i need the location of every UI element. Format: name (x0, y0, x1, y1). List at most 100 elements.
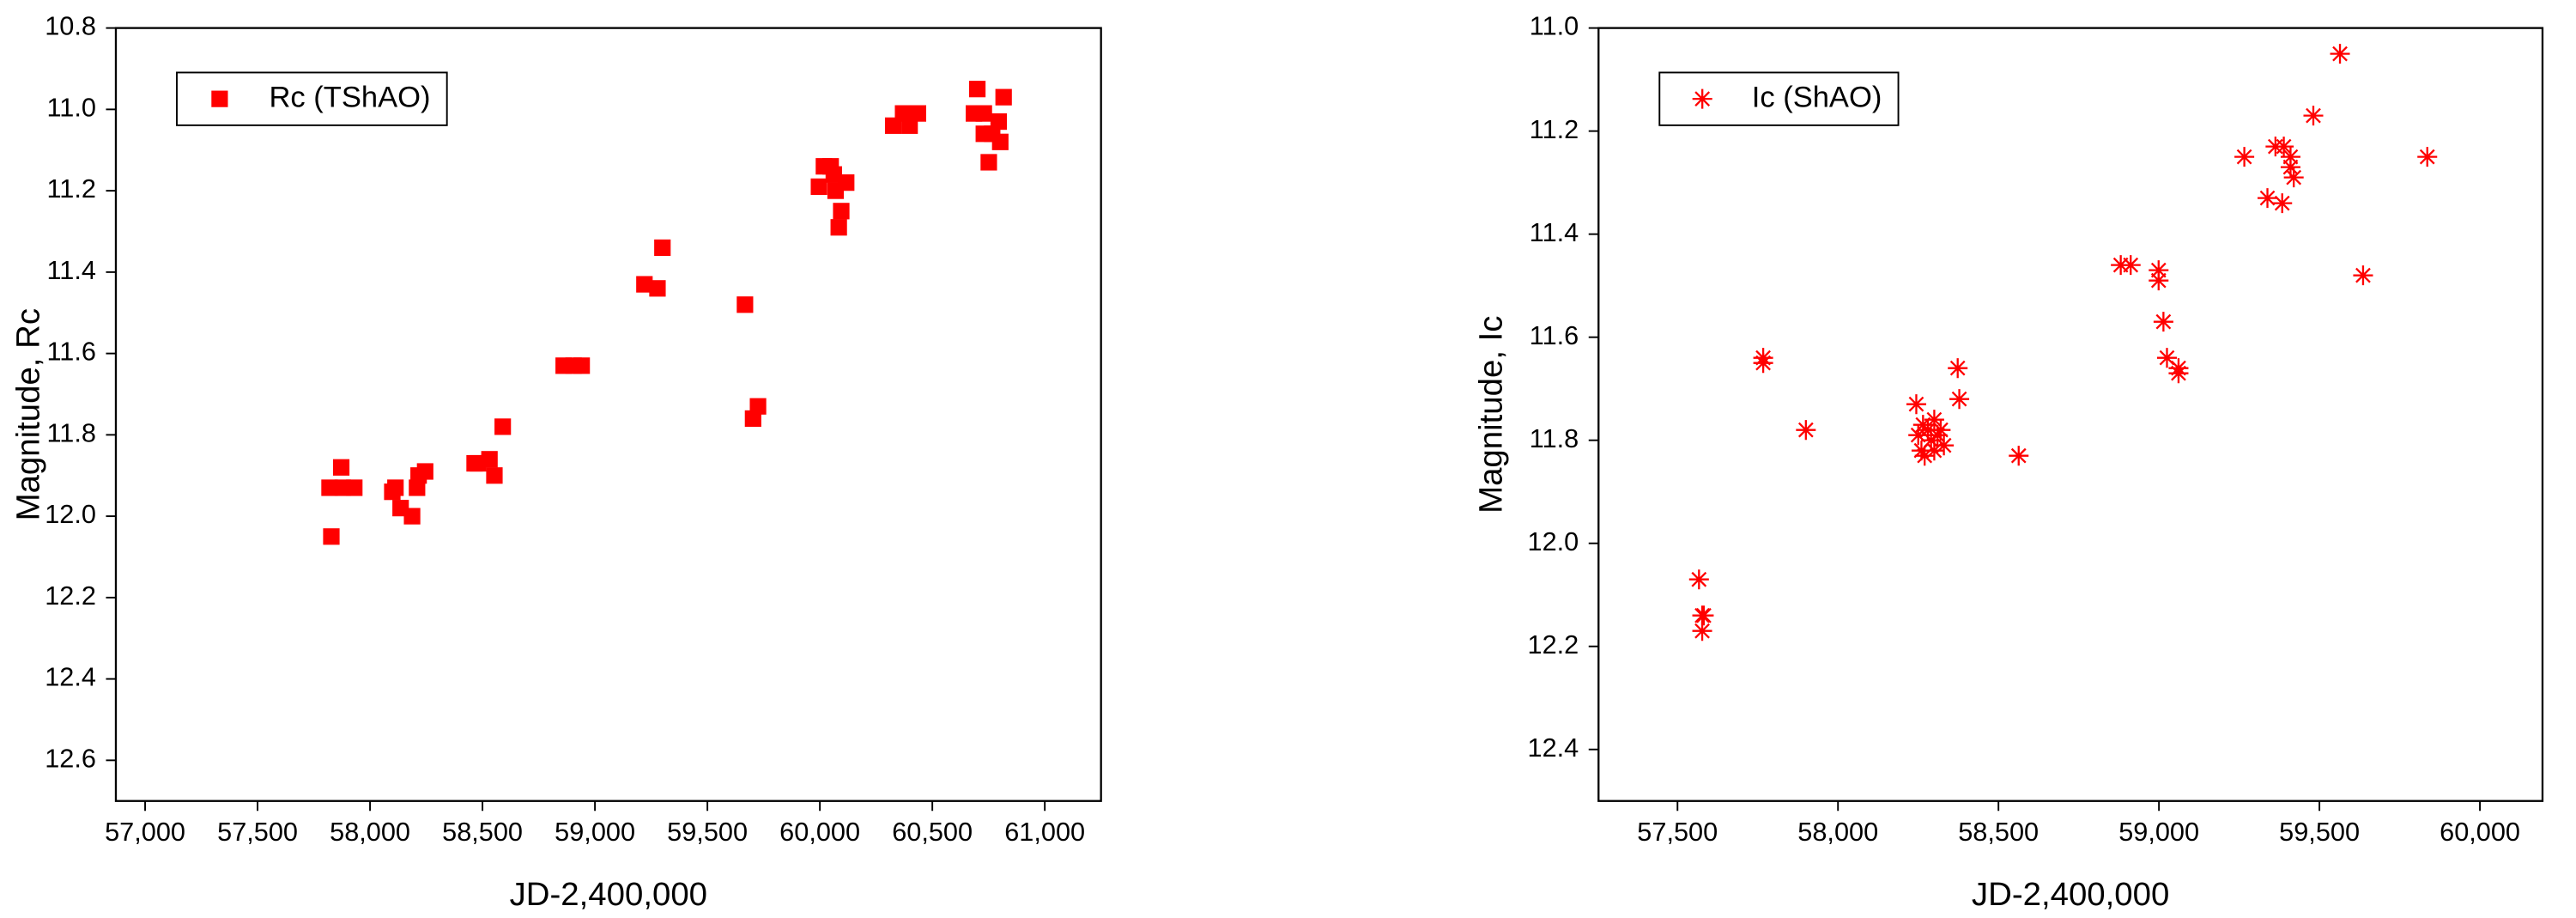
data-point (1914, 446, 1935, 466)
data-point (830, 219, 847, 236)
x-tick-label: 57,500 (1637, 817, 1718, 847)
y-tick-label: 11.8 (46, 417, 95, 447)
x-tick-label: 58,500 (442, 817, 523, 847)
data-point (2330, 44, 2350, 64)
data-point (416, 463, 433, 480)
x-tick-label: 59,000 (555, 817, 635, 847)
data-point (2258, 188, 2278, 209)
data-point (486, 467, 503, 484)
data-point (1912, 415, 1933, 435)
data-point (403, 508, 421, 525)
data-point (2417, 147, 2438, 167)
data-point (494, 418, 512, 435)
y-tick-label: 10.8 (45, 11, 96, 41)
data-point (1796, 420, 1816, 441)
data-point (825, 166, 842, 183)
y-axis-title: Magnitude, Rc (9, 308, 46, 520)
data-point (654, 239, 671, 257)
y-tick-label: 11.2 (1530, 114, 1579, 144)
x-tick-label: 61,000 (1004, 817, 1085, 847)
data-point (990, 112, 1008, 131)
x-tick-label: 58,000 (330, 817, 410, 847)
y-tick-label: 12.4 (45, 662, 96, 692)
data-point (387, 479, 404, 496)
x-tick-label: 60,000 (779, 817, 860, 847)
data-point (909, 105, 926, 122)
legend-label: Ic (ShAO) (1752, 81, 1882, 113)
x-tick-label: 59,500 (667, 817, 748, 847)
data-point (1908, 425, 1929, 446)
data-point (2283, 167, 2304, 188)
x-tick-label: 57,500 (217, 817, 298, 847)
data-point (481, 451, 498, 468)
data-point (2280, 147, 2300, 167)
data-point (2111, 255, 2131, 276)
x-tick-label: 60,500 (892, 817, 973, 847)
data-point (2234, 147, 2255, 167)
data-point (810, 178, 827, 195)
data-point (321, 479, 338, 496)
data-point (1934, 435, 1955, 456)
data-point (1692, 621, 1712, 641)
data-point (2009, 446, 2029, 466)
data-point (2153, 312, 2173, 332)
legend: Rc (TShAO) (176, 71, 448, 126)
data-point (323, 528, 340, 545)
data-point (636, 276, 653, 293)
y-tick-label: 11.6 (46, 337, 95, 367)
plot-frame (1597, 27, 2544, 802)
y-tick-label: 11.6 (1530, 320, 1579, 350)
legend-marker (1692, 88, 1712, 109)
data-point (991, 133, 1009, 150)
y-tick-label: 12.0 (45, 499, 96, 529)
y-tick-label: 11.2 (46, 173, 95, 204)
data-point (1949, 389, 1970, 410)
x-tick-label: 60,000 (2440, 817, 2520, 847)
data-point (736, 296, 754, 313)
data-point (2149, 271, 2169, 291)
data-point (1688, 569, 1709, 590)
data-point (980, 154, 997, 171)
data-point (749, 398, 767, 415)
data-point (968, 81, 986, 98)
data-point (1924, 441, 1944, 461)
x-tick-label: 57,000 (105, 817, 185, 847)
y-tick-label: 12.2 (45, 581, 96, 611)
y-tick-label: 12.2 (1528, 629, 1579, 660)
data-point (573, 357, 591, 374)
data-point (975, 105, 992, 122)
legend-marker (211, 90, 228, 107)
data-point (2280, 157, 2300, 178)
data-point (1694, 605, 1714, 626)
data-point (2303, 106, 2324, 126)
x-axis-title: JD-2,400,000 (510, 876, 707, 913)
data-point (2272, 193, 2293, 214)
data-point (833, 203, 850, 220)
data-point (1906, 394, 1926, 415)
legend: Ic (ShAO) (1658, 71, 1900, 126)
plot-frame (114, 27, 1102, 802)
data-point (2353, 265, 2373, 286)
data-point (2156, 348, 2178, 368)
x-tick-label: 59,500 (2279, 817, 2360, 847)
y-axis-title: Magnitude, Ic (1473, 315, 1510, 513)
y-tick-label: 11.4 (1530, 217, 1579, 247)
data-point (1911, 441, 1931, 461)
data-point (2274, 137, 2294, 157)
y-tick-label: 12.4 (1528, 733, 1579, 763)
data-point (2149, 260, 2169, 281)
data-point (2168, 363, 2189, 384)
data-point (2120, 255, 2141, 276)
data-point (1927, 425, 1948, 446)
data-point (332, 459, 350, 476)
y-tick-label: 12.0 (1528, 526, 1579, 556)
data-point (346, 479, 363, 496)
data-point (838, 174, 855, 192)
data-point (1948, 358, 1968, 379)
x-tick-label: 58,500 (1958, 817, 2039, 847)
data-point (995, 88, 1012, 106)
data-point (649, 280, 666, 297)
data-point (1924, 410, 1944, 430)
